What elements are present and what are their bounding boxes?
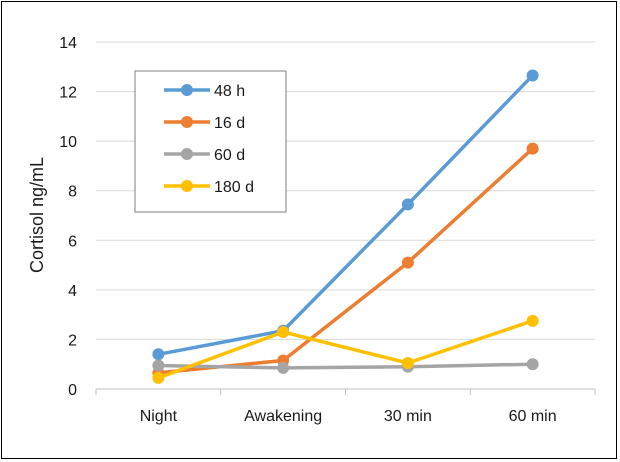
data-point [152,348,165,361]
y-tick-label: 4 [68,283,77,300]
x-tick-label: Night [140,408,178,425]
data-point [526,69,539,82]
legend-item: 16 d [164,115,245,132]
data-point [526,142,539,155]
y-tick-label: 8 [68,184,77,201]
y-tick-label: 2 [68,332,77,349]
x-tick-label: 60 min [509,408,557,425]
y-tick-label: 0 [68,382,77,399]
series-line [156,362,535,370]
series-180-d [152,314,539,384]
data-point [401,256,414,269]
legend-swatch-marker [181,84,193,96]
data-point [401,356,414,369]
data-point [526,314,539,327]
axes: 0 2 4 6 8 10 12 14 Night Awakening 30 min 60 min [59,35,596,425]
series-line [156,73,535,357]
legend-item: 48 h [164,83,245,100]
y-tick-label: 6 [68,233,77,250]
legend-label: 180 d [214,179,254,196]
series-line [156,319,535,380]
legend-item: 60 d [164,147,245,164]
data-point [277,361,290,374]
x-tick-label: 30 min [384,408,432,425]
data-point [401,198,414,211]
data-point [152,359,165,372]
legend-box [134,70,287,213]
data-point [152,371,165,384]
legend-label: 48 h [214,83,245,100]
legend-label: 60 d [214,147,245,164]
legend-swatch-marker [181,180,193,192]
legend-label: 16 d [214,115,245,132]
data-point [277,325,290,338]
legend: 48 h 16 d 60 d 180 d [134,70,287,213]
x-tick-label: Awakening [244,408,322,425]
y-axis-label: Cortisol ng/mL [27,157,47,273]
y-tick-label: 12 [59,85,77,102]
legend-swatch-marker [181,116,193,128]
series-group [152,69,539,384]
legend-swatch-marker [181,148,193,160]
legend-item: 180 d [164,179,254,196]
data-point [526,358,539,371]
y-tick-label: 14 [59,35,77,52]
y-tick-label: 10 [59,134,77,151]
